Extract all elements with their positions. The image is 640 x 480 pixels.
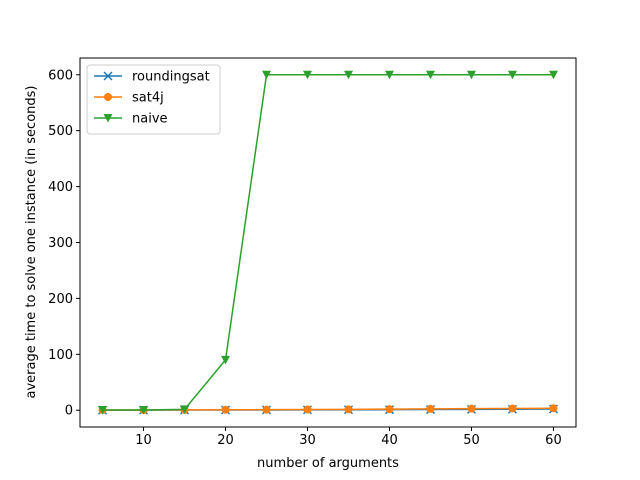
data-point-naive [343,70,353,80]
x-tick-label: 40 [381,433,398,448]
legend: roundingsat sat4j naive [86,64,221,135]
marker-stroke [103,71,113,81]
data-point-naive [507,70,517,80]
data-point-naive [548,70,558,80]
x-tick-label: 50 [463,433,480,448]
data-point-naive [384,70,394,80]
data-point-naive [221,355,231,365]
legend-label: roundingsat [132,70,210,85]
x-tick-label: 60 [545,433,562,448]
y-tick-label: 500 [48,124,73,139]
data-point-naive [303,70,313,80]
legend-marker [103,114,113,123]
data-point-naive [425,70,435,80]
y-axis-label: average time to solve one instance (in s… [24,86,39,399]
data-point-naive [139,405,149,415]
legend-box [86,64,221,135]
legend-label: naive [132,112,168,127]
x-axis-label: number of arguments [257,456,399,471]
legend-entry-roundingsat: roundingsat [94,70,210,85]
plot-area [98,70,558,415]
data-point-sat4j [385,405,394,414]
data-point-sat4j [508,404,517,413]
data-point-sat4j [303,405,312,414]
legend-entry-sat4j: sat4j [94,91,164,106]
y-tick-label: 0 [65,404,73,419]
data-point-naive [98,406,108,415]
series-line-naive [102,74,554,411]
data-point-sat4j [344,405,353,414]
data-point-sat4j [467,404,476,413]
x-tick-label: 20 [217,433,234,448]
data-point-naive [180,405,190,414]
data-point-sat4j [221,405,230,414]
legend-marker [103,71,113,81]
y-tick-label: 100 [48,348,73,363]
x-tick-label: 10 [135,433,152,448]
data-point-sat4j [426,404,435,413]
data-point-naive [262,70,272,80]
data-point-sat4j [262,405,271,414]
y-tick-label: 300 [48,236,73,251]
data-point-sat4j [549,404,558,413]
y-tick-label: 600 [48,68,73,83]
legend-label: sat4j [132,91,164,106]
legend-marker [104,93,112,101]
series-naive [98,70,558,415]
y-tick-label: 200 [48,292,73,307]
data-point-naive [466,70,476,80]
legend-entry-naive: naive [94,112,168,127]
x-tick-label: 30 [299,433,316,448]
y-tick-label: 400 [48,180,73,195]
